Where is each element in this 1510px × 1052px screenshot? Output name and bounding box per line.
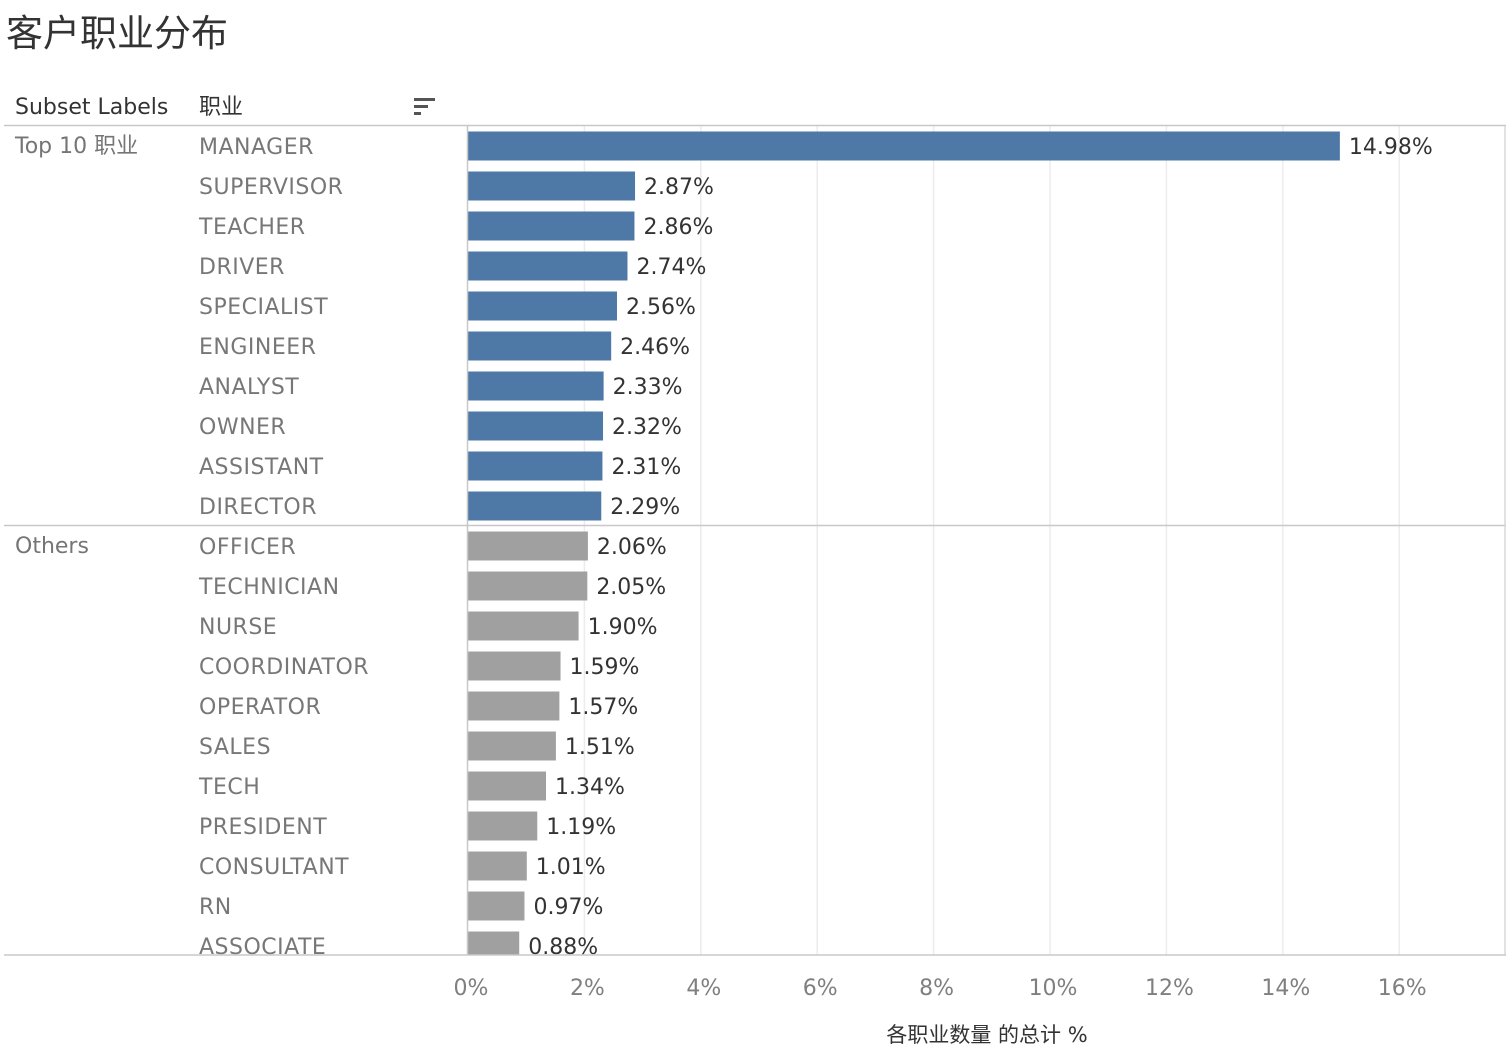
category-label-owner: OWNER: [199, 415, 286, 440]
value-label-president: 1.19%: [546, 815, 616, 840]
value-label-engineer: 2.46%: [620, 335, 690, 360]
category-label-engineer: ENGINEER: [199, 335, 316, 360]
x-tick-label-8: 16%: [1378, 976, 1427, 1001]
bar-supervisor: [468, 171, 636, 201]
value-label-owner: 2.32%: [612, 415, 682, 440]
x-axis-title: 各职业数量 的总计 %: [886, 1023, 1087, 1047]
bar-operator: [468, 691, 560, 721]
bar-technician: [468, 571, 588, 601]
category-label-coordinator: COORDINATOR: [199, 655, 369, 680]
bar-teacher: [468, 211, 635, 241]
x-tick-label-7: 14%: [1261, 976, 1310, 1001]
category-label-manager: MANAGER: [199, 135, 314, 160]
x-tick-label-3: 6%: [803, 976, 838, 1001]
x-tick-label-1: 2%: [570, 976, 605, 1001]
bar-consultant: [468, 851, 527, 881]
category-label-teacher: TEACHER: [198, 215, 306, 240]
value-label-technician: 2.05%: [596, 575, 666, 600]
group-label-1: Others: [15, 534, 89, 559]
category-label-officer: OFFICER: [199, 535, 296, 560]
value-label-rn: 0.97%: [533, 895, 603, 920]
bar-assistant: [468, 451, 603, 481]
x-tick-label-5: 10%: [1029, 976, 1078, 1001]
value-label-associate: 0.88%: [528, 935, 598, 960]
value-label-driver: 2.74%: [636, 255, 706, 280]
x-tick-label-6: 12%: [1145, 976, 1194, 1001]
value-label-assistant: 2.31%: [611, 455, 681, 480]
value-label-coordinator: 1.59%: [570, 655, 640, 680]
category-label-tech: TECH: [198, 775, 260, 800]
value-label-manager: 14.98%: [1349, 135, 1433, 160]
bar-engineer: [468, 331, 612, 361]
subset-labels-header: Subset Labels: [15, 95, 169, 120]
group-label-0: Top 10 职业: [14, 134, 138, 159]
value-label-officer: 2.06%: [597, 535, 667, 560]
category-label-associate: ASSOCIATE: [199, 935, 326, 960]
bar-sales: [468, 731, 556, 761]
chart-title: 客户职业分布: [6, 12, 228, 55]
value-label-director: 2.29%: [610, 495, 680, 520]
bar-analyst: [468, 371, 604, 401]
occupation-header: 职业: [199, 95, 244, 120]
bar-driver: [468, 251, 628, 281]
category-label-technician: TECHNICIAN: [198, 575, 340, 600]
x-tick-label-0: 0%: [454, 976, 489, 1001]
bar-coordinator: [468, 651, 561, 681]
value-label-nurse: 1.90%: [588, 615, 658, 640]
bar-nurse: [468, 611, 579, 641]
category-label-consultant: CONSULTANT: [199, 855, 349, 880]
value-label-specialist: 2.56%: [626, 295, 696, 320]
bar-rn: [468, 891, 525, 921]
value-label-analyst: 2.33%: [613, 375, 683, 400]
bar-officer: [468, 531, 588, 561]
category-label-director: DIRECTOR: [199, 495, 317, 520]
value-label-supervisor: 2.87%: [644, 175, 714, 200]
category-label-assistant: ASSISTANT: [199, 455, 324, 480]
value-label-operator: 1.57%: [568, 695, 638, 720]
category-label-operator: OPERATOR: [199, 695, 321, 720]
sort-descending-icon[interactable]: [414, 96, 436, 118]
value-label-sales: 1.51%: [565, 735, 635, 760]
category-label-president: PRESIDENT: [199, 815, 327, 840]
category-label-supervisor: SUPERVISOR: [199, 175, 343, 200]
category-label-rn: RN: [199, 895, 232, 920]
category-label-nurse: NURSE: [199, 615, 277, 640]
x-tick-label-4: 8%: [919, 976, 954, 1001]
value-label-tech: 1.34%: [555, 775, 625, 800]
category-label-sales: SALES: [199, 735, 271, 760]
plot-body: Top 10 职业 MANAGER 14.98% SUPERVISOR 2.87% TEA…: [4, 131, 1506, 960]
category-label-specialist: SPECIALIST: [199, 295, 328, 320]
bar-president: [468, 811, 538, 841]
category-label-analyst: ANALYST: [199, 375, 299, 400]
bar-tech: [468, 771, 546, 801]
bar-manager: [468, 131, 1340, 161]
bar-owner: [468, 411, 604, 441]
value-label-teacher: 2.86%: [643, 215, 713, 240]
bar-specialist: [468, 291, 617, 321]
x-tick-label-2: 4%: [686, 976, 721, 1001]
category-label-driver: DRIVER: [199, 255, 285, 280]
value-label-consultant: 1.01%: [536, 855, 606, 880]
bar-director: [468, 491, 602, 521]
bar-associate: [468, 931, 520, 955]
